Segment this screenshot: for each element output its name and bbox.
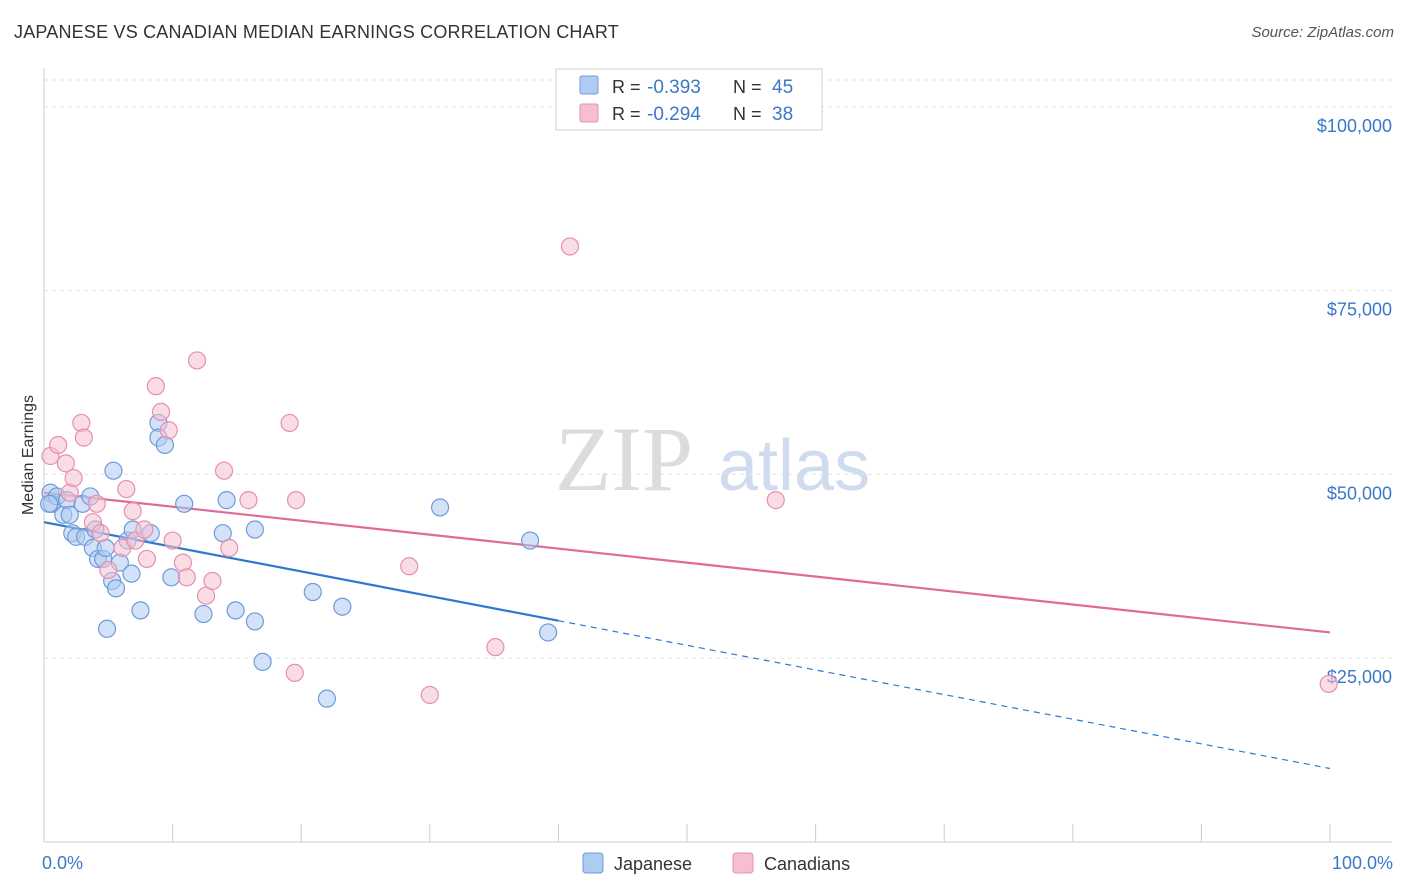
y-tick-label: $25,000	[1327, 667, 1392, 687]
canadian-point	[72, 413, 91, 433]
japanese-point	[521, 531, 540, 550]
japanese-point	[253, 652, 272, 671]
legend-r-label-canadians: R =	[612, 104, 646, 124]
japanese-point	[539, 623, 558, 642]
bottom-legend-label-japanese: Japanese	[614, 854, 692, 874]
legend-r-value-canadians: -0.294	[647, 104, 701, 125]
canadian-point	[420, 685, 439, 705]
japanese-point	[175, 494, 194, 513]
canadian-point	[123, 502, 142, 521]
canadian-point	[214, 461, 234, 480]
japanese-point	[226, 601, 245, 620]
japanese-point	[217, 491, 236, 510]
japanese-point	[317, 689, 337, 708]
canadian-point	[285, 663, 304, 682]
canadian-point	[135, 520, 154, 539]
bottom-legend-label-canadians: Canadians	[764, 854, 850, 874]
watermark-atlas: atlas	[718, 426, 870, 506]
canadian-point	[203, 571, 222, 591]
japanese-point	[430, 498, 450, 517]
y-tick-label: $50,000	[1327, 483, 1392, 503]
legend-r-value-japanese: -0.393	[647, 77, 701, 98]
japanese-point	[303, 582, 322, 602]
canadian-point	[49, 435, 68, 455]
canadian-point	[560, 237, 580, 256]
canadian-point	[220, 538, 239, 558]
japanese-point	[194, 604, 213, 624]
canadian-point	[280, 413, 299, 433]
y-axis-title: Median Earnings	[20, 395, 37, 515]
legend-n-value-japanese: 45	[772, 77, 793, 98]
japanese-point	[333, 597, 352, 616]
canadian-point	[74, 428, 93, 447]
canadian-point	[91, 524, 110, 543]
japanese-point	[104, 461, 123, 480]
series-legend: Japanese Canadians	[582, 852, 850, 874]
japanese-point	[122, 564, 141, 583]
japanese-point	[40, 494, 59, 513]
japanese-point	[162, 568, 181, 587]
canadian-point	[99, 560, 118, 580]
legend-n-value-canadians: 38	[772, 104, 793, 125]
canadian-point	[64, 468, 83, 488]
japanese-point	[60, 505, 79, 524]
canadian-point	[400, 557, 419, 576]
canadian-trend-line	[43, 491, 1331, 634]
canadian-point	[87, 494, 106, 513]
canadian-point	[117, 479, 136, 499]
canadian-point	[486, 638, 505, 657]
canadian-point	[151, 402, 171, 421]
legend-swatch-japanese	[579, 75, 599, 95]
stats-legend: R = -0.393 N = 45 R = -0.294 N = 38	[555, 68, 823, 131]
canadian-point	[163, 531, 182, 550]
x-tick-label-min: 0.0%	[42, 853, 83, 873]
japanese-point	[106, 579, 126, 598]
canadian-point	[766, 491, 785, 510]
japanese-trend-extension	[558, 620, 1331, 770]
source-label: Source: ZipAtlas.com	[1251, 24, 1394, 41]
canadian-point	[159, 421, 178, 440]
japanese-point	[97, 619, 117, 638]
x-tick-label-max: 100.0%	[1332, 853, 1393, 873]
legend-n-label-japanese: N =	[733, 77, 767, 97]
canadian-point	[56, 454, 75, 473]
legend-swatch-canadians	[579, 103, 599, 123]
canadian-point	[1319, 674, 1338, 694]
japanese-point	[131, 601, 150, 620]
japanese-point	[245, 520, 265, 539]
japanese-point	[245, 612, 265, 631]
y-tick-label: $75,000	[1327, 300, 1392, 320]
canadian-point	[239, 491, 258, 510]
canadian-point	[187, 351, 207, 370]
watermark-zip: ZIP	[555, 408, 693, 510]
y-tick-label: $100,000	[1317, 116, 1392, 136]
chart-title: JAPANESE VS CANADIAN MEDIAN EARNINGS COR…	[14, 22, 619, 42]
canadian-point	[146, 377, 165, 396]
legend-r-label-japanese: R =	[612, 77, 646, 97]
legend-n-label-canadians: N =	[733, 104, 767, 124]
canadian-point	[177, 568, 196, 587]
canadian-point	[286, 491, 306, 510]
bottom-legend-swatch-canadians	[732, 852, 754, 874]
canadian-point	[137, 549, 156, 569]
bottom-legend-swatch-japanese	[582, 852, 604, 874]
